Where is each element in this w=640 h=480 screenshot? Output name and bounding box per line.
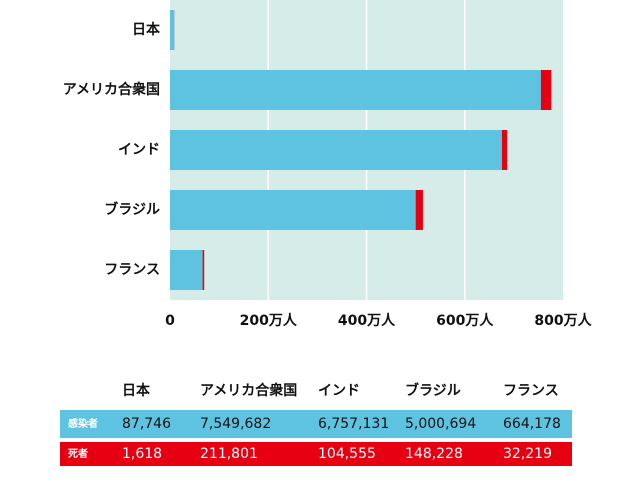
- bar: [170, 70, 541, 110]
- table-cell: 7,549,682: [200, 416, 271, 432]
- bar: [540, 70, 552, 110]
- bar: [501, 130, 508, 170]
- table-cell: 148,228: [405, 446, 463, 462]
- table-cell: 5,000,694: [405, 416, 476, 432]
- bar: [202, 250, 205, 290]
- x-tick-label: 800万人: [534, 312, 592, 329]
- table-header: フランス: [503, 383, 559, 399]
- table-cell: 211,801: [200, 446, 258, 462]
- x-tick-label: 200万人: [240, 312, 298, 329]
- table-header: アメリカ合衆国: [200, 382, 297, 399]
- y-tick-label: ブラジル: [104, 201, 160, 218]
- x-tick-label: 600万人: [436, 312, 494, 329]
- y-tick-label: アメリカ合衆国: [63, 81, 160, 98]
- y-tick-label: 日本: [132, 21, 161, 38]
- y-tick-label: フランス: [104, 262, 160, 278]
- table-cell: 6,757,131: [318, 416, 389, 432]
- table-row-label: 死者: [68, 447, 88, 460]
- table-header: 日本: [122, 382, 151, 399]
- table-row-label: 感染者: [68, 417, 98, 430]
- table-cell: 32,219: [503, 446, 552, 462]
- table-row-band: [60, 442, 572, 466]
- table-cell: 664,178: [503, 416, 561, 432]
- bar: [170, 10, 175, 50]
- bar: [415, 190, 423, 230]
- table-row-band: [60, 410, 572, 438]
- x-tick-label: 0: [165, 313, 175, 329]
- table-header: ブラジル: [405, 382, 461, 399]
- bar: [170, 190, 416, 230]
- bar: [170, 250, 203, 290]
- table-header: インド: [318, 383, 360, 399]
- y-tick-label: インド: [118, 142, 160, 158]
- table-cell: 104,555: [318, 446, 376, 462]
- bar: [170, 130, 502, 170]
- table-cell: 87,746: [122, 416, 171, 432]
- table-cell: 1,618: [122, 446, 162, 462]
- x-tick-label: 400万人: [338, 312, 396, 329]
